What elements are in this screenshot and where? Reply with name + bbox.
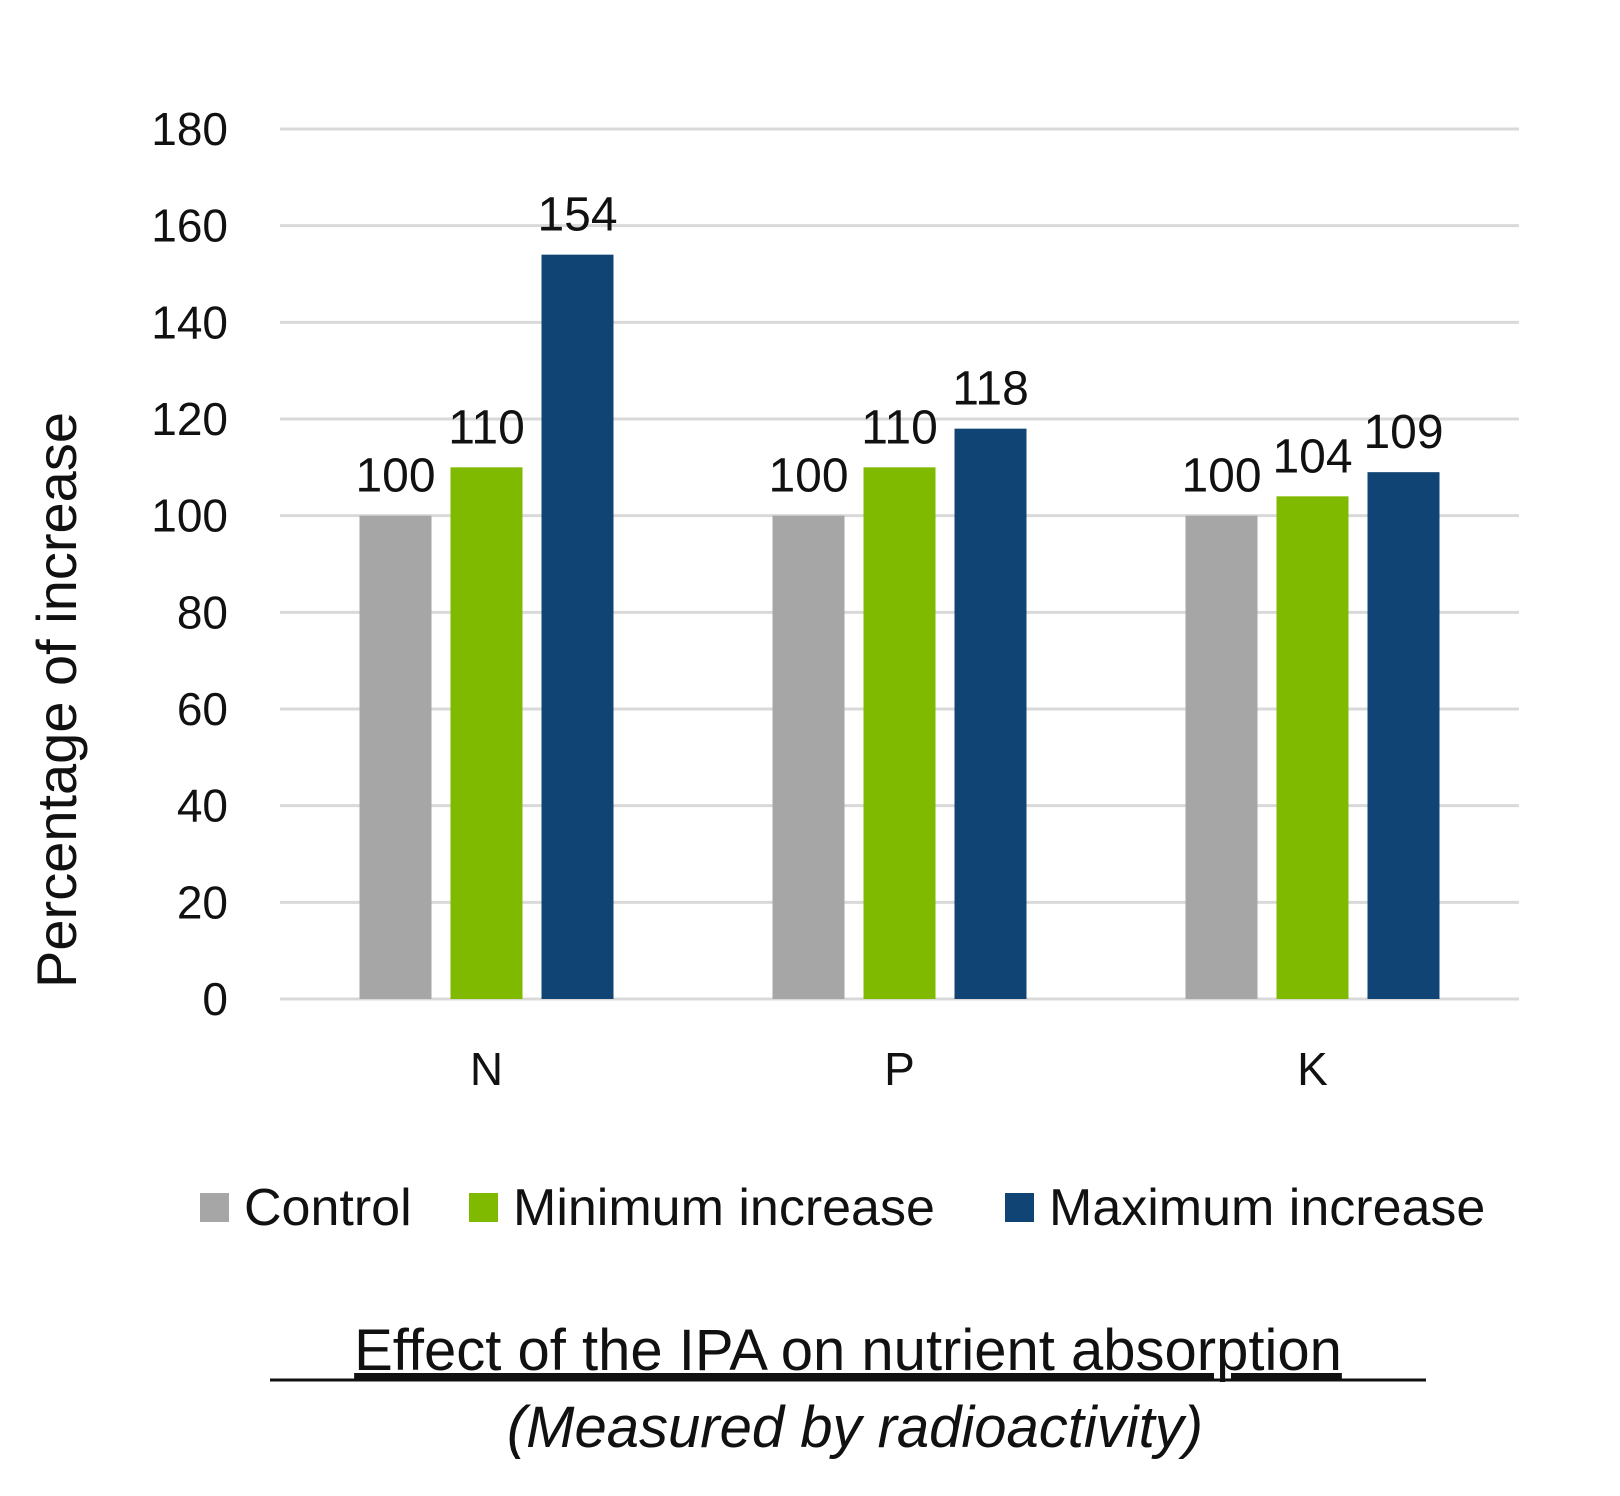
bar-minimum-increase — [863, 467, 936, 999]
x-category-label: K — [1297, 1043, 1328, 1095]
legend-swatch — [469, 1193, 498, 1222]
y-tick-label: 40 — [177, 780, 228, 832]
data-label: 118 — [952, 363, 1029, 416]
x-category-label: N — [470, 1043, 503, 1095]
y-tick-label: 140 — [151, 296, 228, 348]
y-tick-label: 0 — [202, 973, 228, 1025]
legend-label: Minimum increase — [513, 1179, 935, 1237]
bar-minimum-increase — [450, 467, 523, 999]
legend-label: Control — [244, 1179, 412, 1237]
y-tick-label: 180 — [151, 103, 228, 155]
data-label: 110 — [861, 401, 938, 454]
y-axis-label: Percentage of increase — [25, 412, 88, 988]
y-tick-label: 100 — [151, 490, 228, 542]
legend-swatch — [1005, 1193, 1034, 1222]
legend: Control Minimum increase Maximum increase — [200, 1179, 1485, 1237]
data-label: 109 — [1363, 406, 1443, 459]
bar-minimum-increase — [1276, 496, 1349, 999]
bar-maximum-increase — [954, 428, 1027, 1000]
data-label: 110 — [448, 401, 525, 454]
data-label: 154 — [537, 189, 617, 242]
bar-maximum-increase — [1367, 472, 1440, 1000]
data-label: 104 — [1272, 430, 1352, 483]
bar-control — [772, 515, 845, 999]
y-tick-label: 160 — [151, 200, 228, 252]
y-tick-label: 20 — [177, 876, 228, 928]
bar-control — [1185, 515, 1258, 999]
bars — [359, 254, 1440, 1000]
y-axis-ticks: 0 20 40 60 80 100 120 140 160 180 — [151, 103, 228, 1025]
chart-title: Effect of the IPA on nutrient absorption — [354, 1318, 1342, 1383]
bar-maximum-increase — [541, 254, 614, 999]
legend-swatch — [200, 1193, 229, 1222]
data-label: 100 — [1181, 450, 1261, 503]
data-label: 100 — [768, 450, 848, 503]
y-tick-label: 120 — [151, 393, 228, 445]
y-tick-label: 60 — [177, 683, 228, 735]
y-tick-label: 80 — [177, 586, 228, 638]
bar-control — [359, 515, 432, 999]
chart-subtitle: (Measured by radioactivity) — [507, 1395, 1203, 1460]
data-label: 100 — [355, 450, 435, 503]
x-category-label: P — [884, 1043, 915, 1095]
legend-label: Maximum increase — [1049, 1179, 1485, 1237]
